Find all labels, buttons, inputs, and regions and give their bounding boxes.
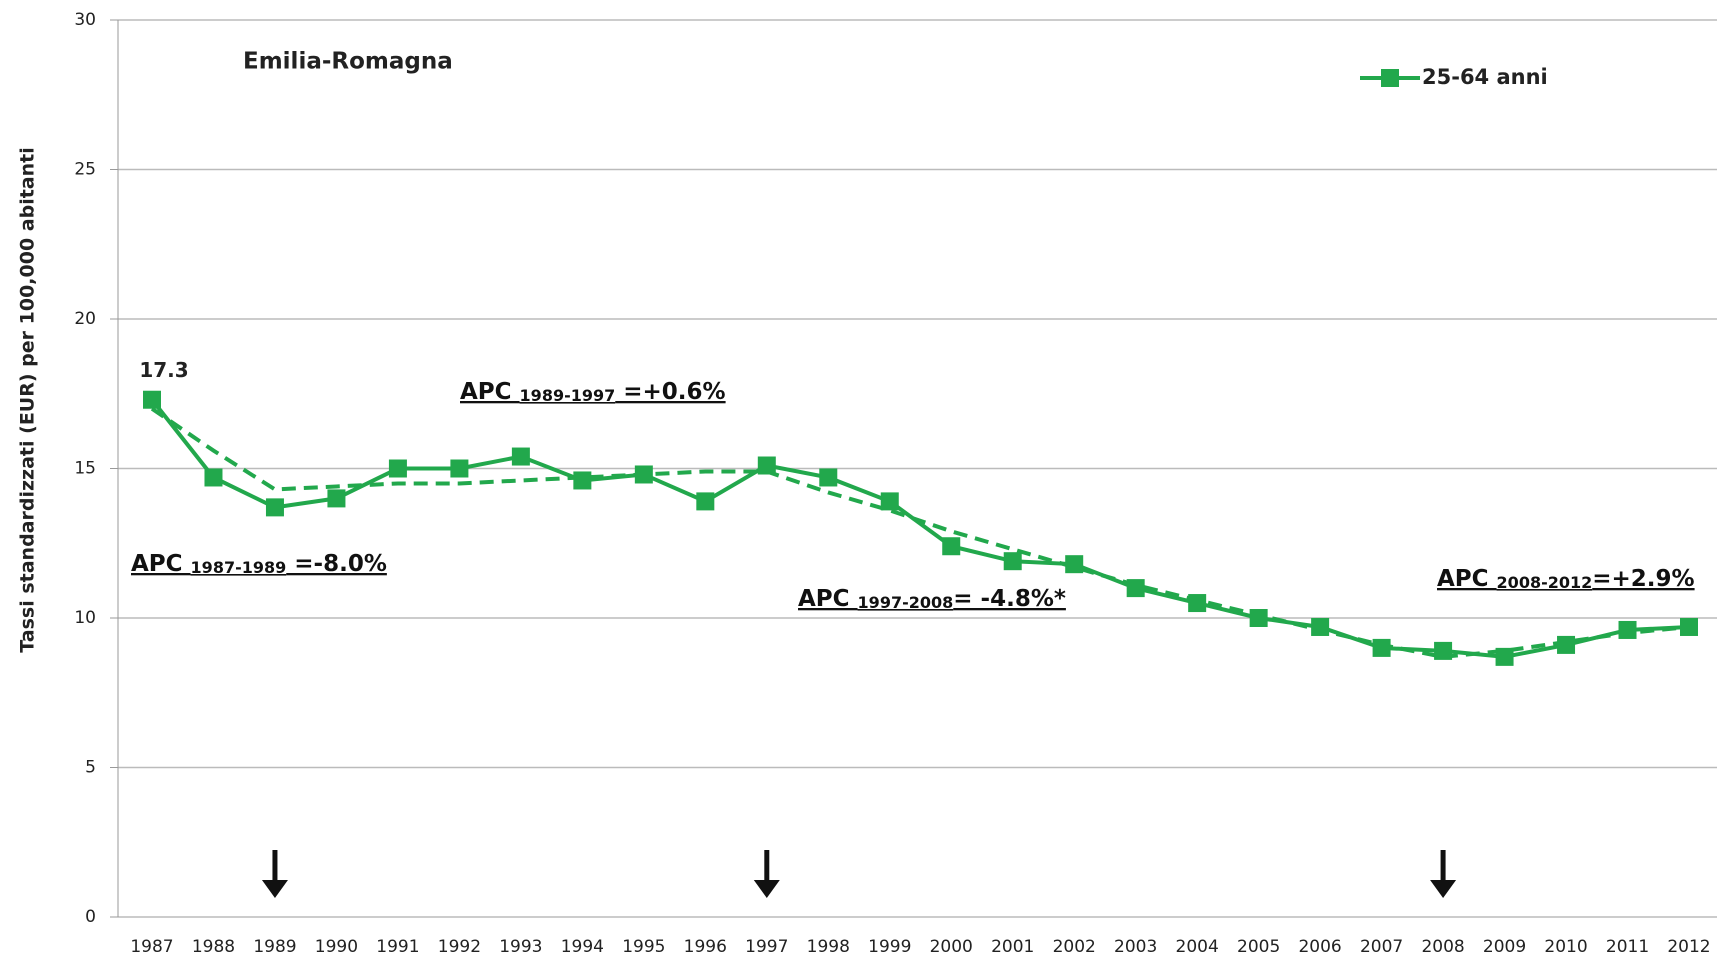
marker — [1003, 552, 1022, 571]
apc-prefix: APC — [131, 551, 191, 577]
apc-annotation: APC 2008-2012=+2.9% — [1437, 566, 1695, 592]
x-tick-label: 1997 — [745, 937, 788, 957]
marker — [1126, 579, 1145, 598]
x-tick-label: 2004 — [1176, 937, 1219, 957]
apc-prefix: APC — [1437, 566, 1497, 592]
apc-prefix: APC — [460, 379, 520, 405]
x-tick-label: 1994 — [561, 937, 604, 957]
x-tick-label: 1991 — [376, 937, 419, 957]
y-tick-label: 5 — [85, 758, 96, 778]
legend-marker — [1381, 69, 1399, 87]
x-tick-label: 1988 — [192, 937, 235, 957]
marker — [1311, 617, 1330, 636]
apc-value: = -4.8%* — [953, 586, 1066, 612]
y-tick-label: 15 — [74, 459, 96, 479]
joinpoint-arrowhead — [753, 880, 780, 898]
x-tick-label: 1990 — [315, 937, 358, 957]
apc-annotation: APC 1987-1989 =-8.0% — [131, 551, 387, 577]
x-tick-label: 2008 — [1421, 937, 1464, 957]
marker — [573, 471, 592, 490]
marker — [1065, 555, 1084, 574]
x-tick-label: 2010 — [1544, 937, 1587, 957]
apc-annotation: APC 1997-2008= -4.8%* — [798, 586, 1066, 612]
x-tick-label: 2003 — [1114, 937, 1157, 957]
x-tick-label: 2000 — [930, 937, 973, 957]
x-tick-label: 1996 — [684, 937, 727, 957]
x-tick-label: 2005 — [1237, 937, 1280, 957]
marker — [204, 468, 223, 487]
y-tick-label: 10 — [74, 608, 96, 628]
joinpoint-arrowhead — [261, 880, 288, 898]
x-tick-label: 2009 — [1483, 937, 1526, 957]
marker — [1680, 617, 1698, 636]
marker — [819, 468, 838, 487]
chart-title: Emilia-Romagna — [243, 49, 453, 75]
marker — [942, 537, 961, 556]
marker — [1188, 594, 1207, 613]
x-tick-label: 1999 — [868, 937, 911, 957]
x-tick-label: 2002 — [1053, 937, 1096, 957]
marker — [1372, 638, 1391, 657]
marker — [143, 390, 161, 409]
joinpoint-arrowhead — [1430, 880, 1457, 898]
x-tick-label: 2001 — [991, 937, 1034, 957]
apc-years: 2008-2012 — [1497, 573, 1593, 592]
marker — [1249, 609, 1268, 627]
x-tick-label: 2007 — [1360, 937, 1403, 957]
marker — [327, 489, 346, 508]
apc-value: =+2.9% — [1592, 566, 1694, 592]
x-tick-label: 2006 — [1298, 937, 1341, 957]
x-tick-label: 2011 — [1606, 937, 1649, 957]
legend-label: 25-64 anni — [1422, 65, 1548, 89]
marker — [880, 492, 899, 511]
apc-annotation: APC 1989-1997 =+0.6% — [460, 379, 726, 405]
apc-years: 1997-2008 — [858, 593, 954, 612]
y-tick-label: 20 — [74, 309, 96, 329]
x-tick-label: 1993 — [499, 937, 542, 957]
marker — [265, 498, 284, 517]
x-tick-label: 1987 — [130, 937, 173, 957]
x-tick-label: 1992 — [438, 937, 481, 957]
marker — [1618, 620, 1637, 639]
marker — [511, 447, 530, 466]
x-tick-label: 2012 — [1667, 937, 1710, 957]
data-label: 17.3 — [139, 358, 188, 382]
apc-prefix: APC — [798, 586, 858, 612]
marker — [1557, 635, 1576, 654]
marker — [757, 456, 776, 475]
y-tick-label: 0 — [85, 907, 96, 927]
marker — [1434, 641, 1453, 660]
apc-value: =+0.6% — [615, 379, 725, 405]
marker — [388, 459, 407, 478]
x-tick-label: 1998 — [807, 937, 850, 957]
apc-value: =-8.0% — [286, 551, 387, 577]
marker — [696, 492, 715, 511]
apc-years: 1987-1989 — [191, 558, 287, 577]
apc-years: 1989-1997 — [520, 386, 616, 405]
marker — [634, 465, 653, 484]
series-line — [150, 398, 1690, 659]
trend-line — [150, 407, 1690, 659]
marker — [450, 459, 469, 478]
x-tick-label: 1989 — [253, 937, 296, 957]
x-tick-label: 1995 — [622, 937, 665, 957]
y-tick-label: 25 — [74, 160, 96, 180]
marker — [1495, 647, 1514, 666]
y-tick-label: 30 — [74, 10, 96, 30]
y-axis-label: Tassi standardizzati (EUR) per 100,000 a… — [17, 147, 39, 652]
